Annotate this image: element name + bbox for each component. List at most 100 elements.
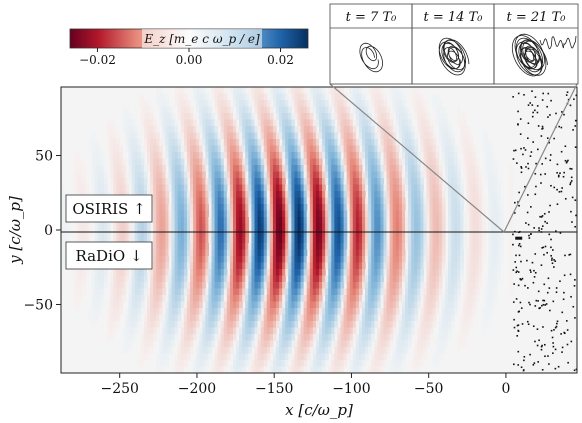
heatmap-cell bbox=[147, 126, 151, 134]
heatmap-cell bbox=[346, 308, 351, 316]
heatmap-cell bbox=[306, 314, 311, 322]
heatmap-cell bbox=[125, 314, 130, 322]
heatmap-cell bbox=[143, 223, 148, 231]
heatmap-cell bbox=[487, 171, 492, 179]
heatmap-cell bbox=[303, 223, 308, 231]
heatmap-cell bbox=[156, 171, 160, 179]
heatmap-cell bbox=[233, 217, 237, 225]
heatmap-cell bbox=[233, 197, 237, 205]
heatmap-cell bbox=[79, 295, 84, 303]
heatmap-cell bbox=[257, 301, 262, 309]
heatmap-cell bbox=[88, 145, 93, 153]
heatmap-cell bbox=[472, 178, 477, 186]
heatmap-cell bbox=[260, 171, 265, 179]
heatmap-cell bbox=[113, 145, 117, 153]
heatmap-cell bbox=[156, 269, 160, 277]
heatmap-cell bbox=[156, 243, 160, 251]
heatmap-cell bbox=[303, 314, 308, 322]
heatmap-cell bbox=[263, 269, 268, 277]
heatmap-cell bbox=[140, 347, 145, 355]
heatmap-cell bbox=[401, 301, 406, 309]
heatmap-cell bbox=[429, 256, 434, 264]
heatmap-cell bbox=[214, 256, 219, 264]
heatmap-cell bbox=[150, 139, 154, 147]
heatmap-cell bbox=[319, 288, 323, 296]
heatmap-cell bbox=[134, 308, 139, 316]
heatmap-cell bbox=[260, 210, 265, 218]
heatmap-cell bbox=[432, 197, 437, 205]
heatmap-cell bbox=[319, 301, 323, 309]
heatmap-cell bbox=[374, 321, 378, 329]
heatmap-cell bbox=[426, 204, 431, 212]
heatmap-cell bbox=[328, 275, 332, 283]
heatmap-cell bbox=[233, 87, 237, 95]
heatmap-cell bbox=[448, 301, 452, 309]
heatmap-cell bbox=[266, 126, 271, 134]
heatmap-cell bbox=[478, 269, 483, 277]
heatmap-cell bbox=[478, 217, 483, 225]
heatmap-cell bbox=[389, 93, 394, 101]
heatmap-cell bbox=[61, 249, 65, 257]
heatmap-cell bbox=[426, 113, 431, 121]
heatmap-cell bbox=[223, 360, 228, 368]
heatmap-cell bbox=[328, 119, 332, 127]
heatmap-cell bbox=[392, 275, 397, 283]
heatmap-cell bbox=[168, 184, 173, 192]
heatmap-cell bbox=[408, 139, 412, 147]
heatmap-cell bbox=[377, 334, 382, 342]
heatmap-cell bbox=[315, 152, 320, 160]
heatmap-cell bbox=[153, 295, 157, 303]
heatmap-cell bbox=[245, 132, 249, 140]
heatmap-cell bbox=[153, 132, 157, 140]
heatmap-cell bbox=[509, 184, 514, 192]
heatmap-cell bbox=[205, 100, 210, 108]
heatmap-cell bbox=[180, 197, 185, 205]
heatmap-cell bbox=[76, 282, 81, 290]
heatmap-cell bbox=[408, 152, 412, 160]
heatmap-cell bbox=[481, 217, 486, 225]
heatmap-cell bbox=[325, 314, 329, 322]
heatmap-cell bbox=[76, 301, 81, 309]
heatmap-cell bbox=[165, 184, 170, 192]
heatmap-cell bbox=[159, 93, 163, 101]
heatmap-cell bbox=[248, 243, 253, 251]
heatmap-cell bbox=[291, 262, 296, 270]
heatmap-cell bbox=[405, 230, 409, 238]
heatmap-cell bbox=[239, 223, 243, 231]
heatmap-cell bbox=[183, 126, 188, 134]
heatmap-cell bbox=[306, 288, 311, 296]
heatmap-cell bbox=[186, 165, 191, 173]
heatmap-cell bbox=[374, 197, 378, 205]
heatmap-cell bbox=[263, 119, 268, 127]
heatmap-cell bbox=[328, 249, 332, 257]
heatmap-cell bbox=[414, 204, 418, 212]
heatmap-cell bbox=[343, 139, 348, 147]
heatmap-cell bbox=[331, 158, 335, 166]
heatmap-cell bbox=[137, 100, 142, 108]
heatmap-cell bbox=[469, 171, 474, 179]
heatmap-cell bbox=[377, 210, 382, 218]
heatmap-cell bbox=[457, 275, 461, 283]
heatmap-cell bbox=[180, 353, 185, 361]
heatmap-cell bbox=[211, 256, 216, 264]
heatmap-cell bbox=[484, 314, 489, 322]
heatmap-cell bbox=[315, 184, 320, 192]
heatmap-cell bbox=[205, 301, 210, 309]
heatmap-cell bbox=[383, 197, 388, 205]
heatmap-cell bbox=[125, 126, 130, 134]
heatmap-cell bbox=[395, 236, 400, 244]
heatmap-cell bbox=[401, 191, 406, 199]
heatmap-cell bbox=[79, 184, 84, 192]
heatmap-cell bbox=[116, 282, 120, 290]
heatmap-cell bbox=[269, 171, 274, 179]
heatmap-cell bbox=[454, 145, 458, 153]
heatmap-cell bbox=[312, 126, 317, 134]
heatmap-cell bbox=[454, 165, 458, 173]
heatmap-cell bbox=[110, 282, 114, 290]
heatmap-cell bbox=[205, 262, 210, 270]
heatmap-cell bbox=[279, 249, 283, 257]
heatmap-cell bbox=[263, 243, 268, 251]
heatmap-cell bbox=[303, 295, 308, 303]
heatmap-cell bbox=[349, 223, 354, 231]
heatmap-cell bbox=[386, 126, 391, 134]
